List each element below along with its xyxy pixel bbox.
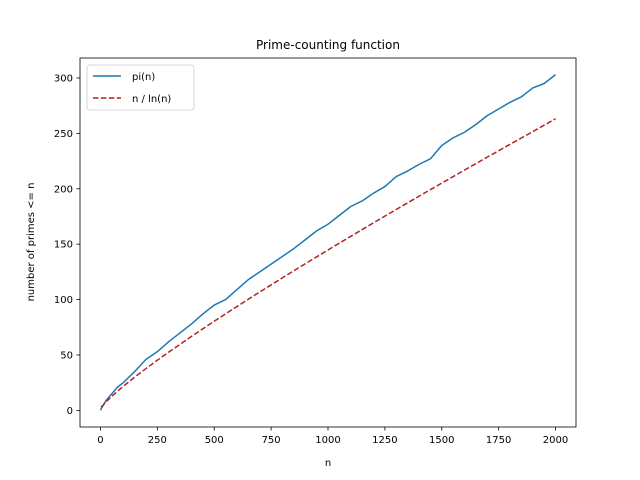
x-tick-label: 1000 [315,435,340,446]
plot-area [99,74,556,411]
y-tick-label: 150 [54,240,73,251]
x-tick-label: 2000 [543,435,568,446]
legend-label-n-over-ln-n: n / ln(n) [132,94,171,105]
x-tick-label: 0 [97,435,103,446]
x-tick-label: 750 [262,435,281,446]
y-axis-label: number of primes <= n [26,183,37,302]
y-tick-label: 50 [60,350,73,361]
y-tick-label: 200 [54,184,73,195]
chart-title: Prime-counting function [256,38,400,52]
legend: pi(n) n / ln(n) [86,64,195,111]
y-tick-label: 0 [67,406,73,417]
x-tick-label: 1750 [486,435,511,446]
x-tick-label: 1250 [372,435,397,446]
x-tick-label: 1500 [429,435,454,446]
tick-layer: 0 250 500 750 1000 1250 1500 1750 2000 0 50 100 150 2… [54,73,568,446]
series-line-pi [99,74,556,411]
y-tick-label: 100 [54,295,73,306]
x-tick-label: 250 [148,435,167,446]
y-tick-label: 250 [54,129,73,140]
series-line-n-over-ln-n [100,118,556,408]
x-axis-label: n [325,458,331,469]
legend-label-pi: pi(n) [132,72,155,83]
x-tick-label: 500 [205,435,224,446]
y-tick-label: 300 [54,73,73,84]
plot-frame [79,57,577,428]
